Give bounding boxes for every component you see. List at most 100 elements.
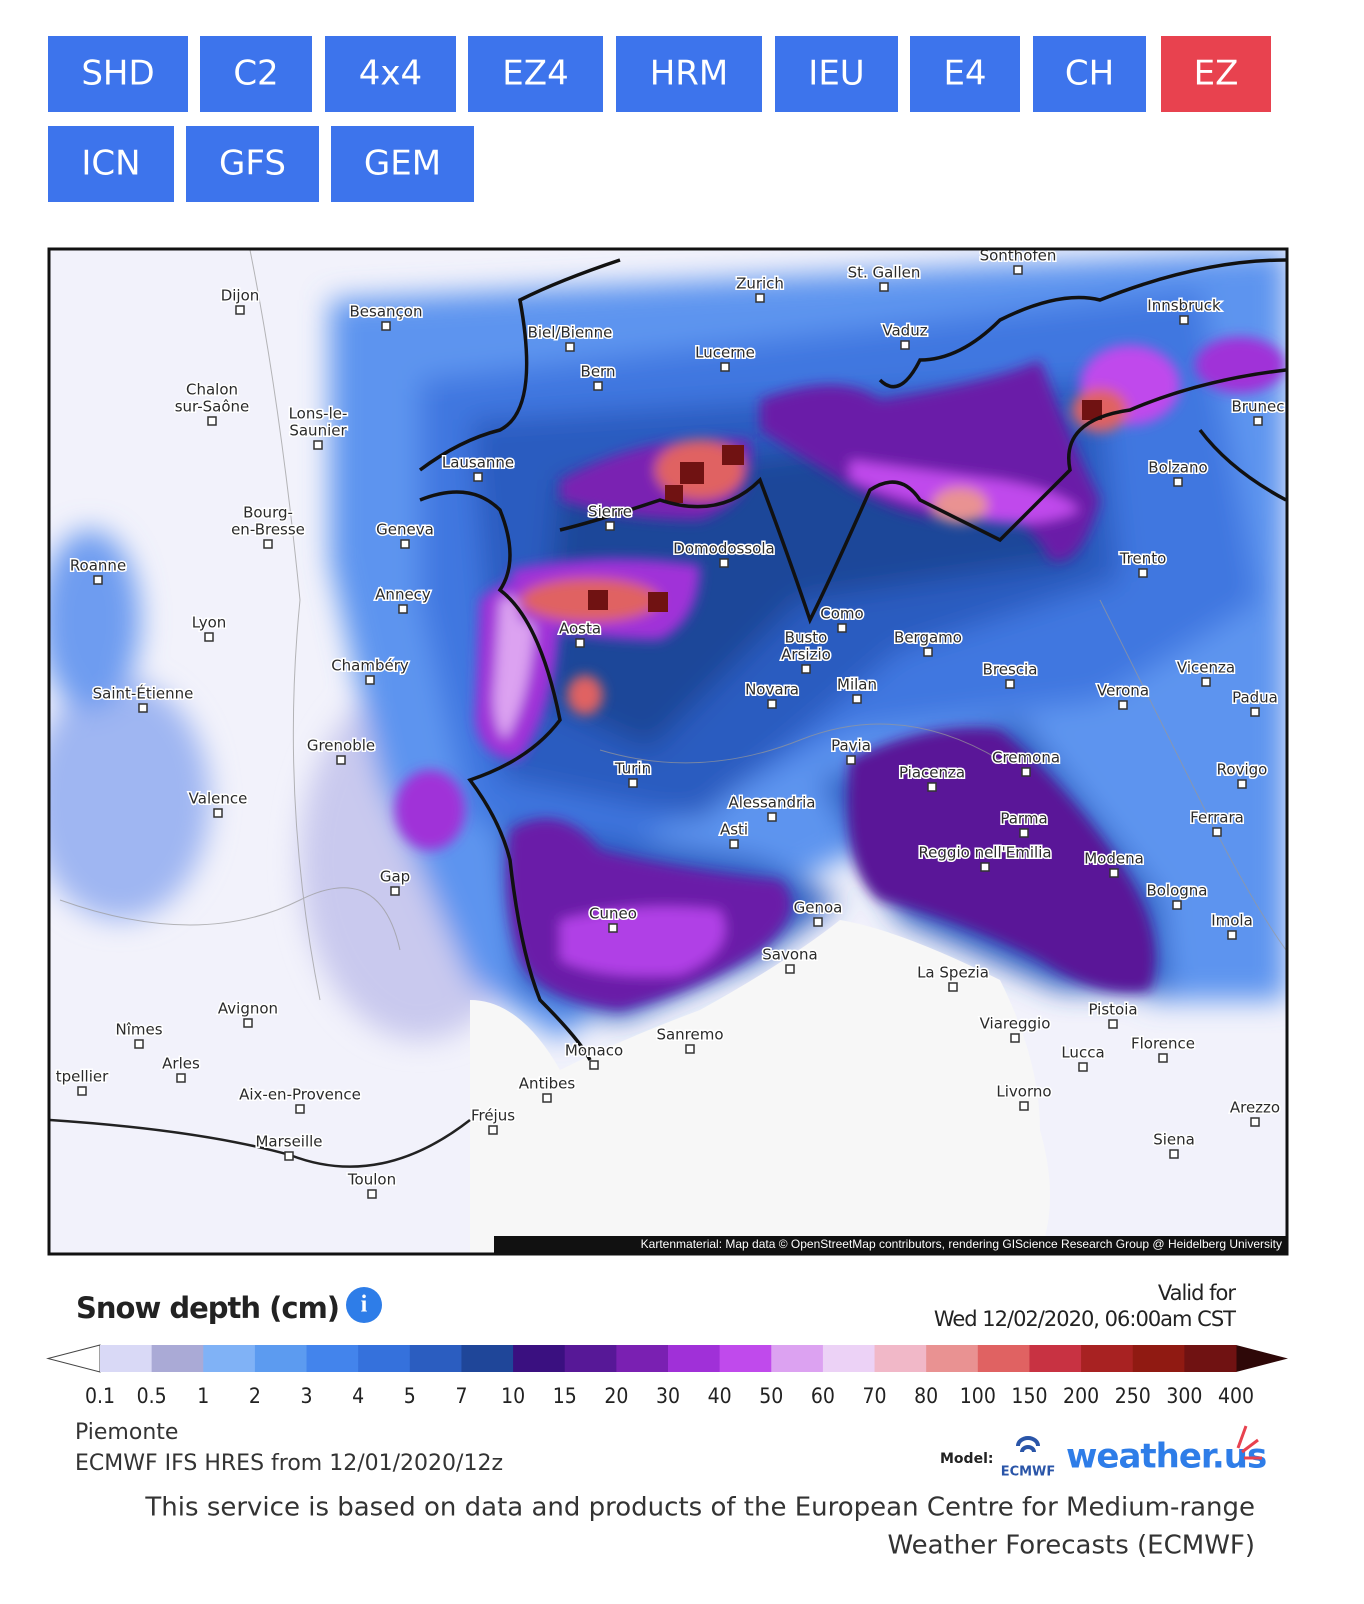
model-tab[interactable]: E4 <box>910 36 1020 112</box>
tab-label[interactable]: SHD <box>81 54 154 94</box>
tab-button[interactable] <box>325 36 456 112</box>
tab-label[interactable]: IEU <box>808 54 864 94</box>
ecmwf-logo-mark <box>1016 1436 1040 1453</box>
city-label: Bergamo <box>894 629 962 647</box>
city-label: Cremona <box>992 749 1060 767</box>
city-marker <box>235 305 245 315</box>
city-marker <box>1118 700 1128 710</box>
city-label: Domodossola <box>673 540 774 558</box>
model-tab[interactable]: SHD <box>48 36 188 112</box>
city-label: Geneva <box>376 521 434 539</box>
city-marker <box>767 812 777 822</box>
scale-segment <box>203 1345 256 1372</box>
city-label: Imola <box>1211 912 1253 930</box>
city-label: St. Gallen <box>848 264 921 282</box>
tab-button[interactable] <box>910 36 1020 112</box>
tab-label[interactable]: GFS <box>219 144 286 184</box>
scale-segment <box>668 1345 721 1372</box>
city-marker <box>1250 1117 1260 1127</box>
city-marker <box>1250 707 1260 717</box>
ecmwf-logo: ECMWF <box>1001 1465 1056 1480</box>
model-tab[interactable]: HRM <box>616 36 762 112</box>
city-marker <box>1227 930 1237 940</box>
city-marker <box>1158 1053 1168 1063</box>
city-marker <box>77 1086 87 1096</box>
tab-label[interactable]: HRM <box>650 54 729 94</box>
tab-button[interactable] <box>468 36 603 112</box>
city-marker <box>381 321 391 331</box>
city-label: Lons-le- <box>289 405 348 423</box>
map: Dijon Besançon Zurich St. Gallen Sonthofen In… <box>50 250 1286 1253</box>
tab-label[interactable]: GEM <box>364 144 441 184</box>
scale-segment <box>564 1345 617 1372</box>
info-icon[interactable] <box>346 1287 382 1323</box>
scale-segment <box>254 1345 308 1372</box>
scale-label: 4 <box>352 1384 364 1408</box>
scale-label: 300 <box>1166 1384 1202 1408</box>
scale-segment <box>100 1345 153 1372</box>
attribution: Kartenmaterial: Map data © OpenStreetMap… <box>641 1237 1282 1251</box>
tab-button[interactable] <box>186 126 319 202</box>
tab-label[interactable]: C2 <box>233 54 278 94</box>
model-tab[interactable]: GEM <box>331 126 474 202</box>
city-marker <box>1013 265 1023 275</box>
tab-label[interactable]: EZ <box>1194 54 1239 94</box>
tab-label[interactable]: ICN <box>81 144 140 184</box>
model-tab[interactable]: IEU <box>775 36 898 112</box>
tab-label[interactable]: EZ4 <box>502 54 568 94</box>
city-label: Piacenza <box>899 764 965 782</box>
model-tab[interactable]: EZ <box>1161 36 1271 112</box>
city-label: Bologna <box>1146 882 1207 900</box>
city-label: Pavia <box>831 737 871 755</box>
city-label: Trento <box>1119 550 1167 568</box>
city-label: Padua <box>1232 689 1278 707</box>
scale-segment <box>926 1345 979 1372</box>
city-marker <box>263 539 273 549</box>
city-marker <box>720 362 730 372</box>
city-label: Vicenza <box>1177 659 1235 677</box>
scale-label: 200 <box>1063 1384 1099 1408</box>
tab-button[interactable] <box>331 126 474 202</box>
city-marker <box>473 472 483 482</box>
city-label: Sierre <box>588 503 632 521</box>
tab-button[interactable] <box>1161 36 1271 112</box>
city-label: Fréjus <box>471 1107 515 1125</box>
city-label: Arles <box>162 1055 200 1073</box>
city-marker <box>1253 416 1263 426</box>
city-label: Viareggio <box>980 1015 1051 1033</box>
tab-button[interactable] <box>775 36 898 112</box>
city-marker <box>1172 900 1182 910</box>
model-tab[interactable]: GFS <box>186 126 319 202</box>
tab-button[interactable] <box>616 36 762 112</box>
scale-label: 0.1 <box>85 1384 115 1408</box>
city-marker <box>390 886 400 896</box>
city-marker <box>685 1044 695 1054</box>
scale-segment <box>1081 1345 1134 1372</box>
city-marker <box>313 440 323 450</box>
tab-button[interactable] <box>48 126 174 202</box>
city-label: Pistoia <box>1088 1001 1137 1019</box>
city-marker <box>398 604 408 614</box>
color-scale: 0.1 0.5 1 2 3 4 5 7 10 15 20 30 40 50 60 70 80 100 150 200 2… <box>46 1344 1288 1408</box>
tab-button[interactable] <box>1033 36 1146 112</box>
model-tab[interactable]: ICN <box>48 126 174 202</box>
tab-button[interactable] <box>48 36 188 112</box>
scale-label: 20 <box>604 1384 628 1408</box>
scale-segment <box>1132 1345 1185 1372</box>
model-tab[interactable]: 4x4 <box>325 36 456 112</box>
city-label: Savona <box>762 946 817 964</box>
city-label: Besançon <box>350 303 423 321</box>
city-marker <box>605 521 615 531</box>
city-marker <box>785 964 795 974</box>
city-label: Brunec <box>1232 398 1285 416</box>
model-tab[interactable]: CH <box>1033 36 1146 112</box>
tab-button[interactable] <box>200 36 312 112</box>
tab-label[interactable]: 4x4 <box>359 54 422 94</box>
city-label: Novara <box>745 681 799 699</box>
city-marker <box>1078 1062 1088 1072</box>
tab-label[interactable]: CH <box>1065 54 1114 94</box>
tab-label[interactable]: E4 <box>943 54 986 94</box>
city-label: Aosta <box>559 620 601 638</box>
model-tab[interactable]: C2 <box>200 36 312 112</box>
model-tab[interactable]: EZ4 <box>468 36 603 112</box>
